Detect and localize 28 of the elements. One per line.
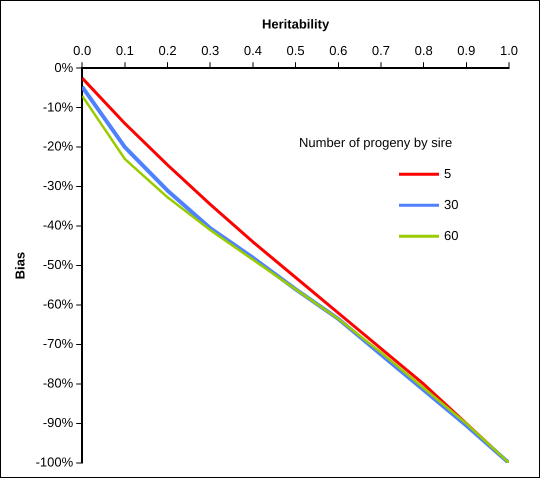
x-axis-title: Heritability bbox=[262, 16, 330, 32]
legend-label: 60 bbox=[444, 228, 458, 243]
x-tick-label: 0.4 bbox=[244, 42, 262, 58]
y-axis-title: Bias bbox=[12, 252, 28, 280]
x-tick-label: 0.0 bbox=[73, 42, 92, 58]
x-tick-label: 0.6 bbox=[329, 42, 348, 58]
y-tick-label: -40% bbox=[42, 218, 74, 233]
x-tick-label: 0.1 bbox=[116, 42, 134, 58]
legend-title: Number of progeny by sire bbox=[299, 134, 452, 150]
legend-label: 5 bbox=[444, 166, 452, 181]
y-tick-label: -20% bbox=[42, 138, 74, 154]
x-tick-label: 0.3 bbox=[201, 42, 220, 58]
x-tick-label: 1.0 bbox=[500, 42, 518, 58]
y-tick-label: -50% bbox=[42, 257, 74, 272]
legend-label: 30 bbox=[444, 196, 458, 212]
x-tick-label: 0.5 bbox=[286, 42, 305, 58]
y-tick-label: -100% bbox=[36, 454, 74, 470]
y-tick-label: -90% bbox=[42, 415, 74, 430]
x-tick-label: 0.2 bbox=[158, 42, 177, 58]
y-tick-label: -10% bbox=[42, 99, 74, 114]
y-tick-label: -60% bbox=[42, 296, 74, 312]
y-tick-label: -70% bbox=[42, 336, 74, 352]
y-tick-label: -80% bbox=[42, 376, 74, 391]
x-tick-label: 0.8 bbox=[414, 42, 433, 58]
x-tick-label: 0.7 bbox=[372, 42, 390, 58]
y-tick-label: -30% bbox=[42, 178, 74, 194]
x-tick-label: 0.9 bbox=[457, 42, 476, 58]
y-tick-label: 0% bbox=[54, 60, 74, 75]
